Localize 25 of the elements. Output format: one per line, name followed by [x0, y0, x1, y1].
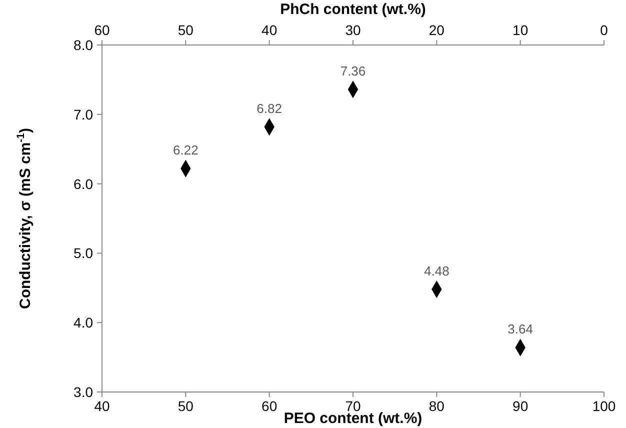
x-tick-label: 50	[178, 398, 194, 414]
x2-tick-label: 0	[600, 22, 608, 38]
x2-tick-label: 40	[262, 22, 278, 38]
x-tick-label: 40	[94, 398, 110, 414]
x2-tick-label: 60	[94, 22, 110, 38]
y-tick-label: 6.0	[74, 176, 94, 192]
y-tick-label: 7.0	[74, 106, 94, 122]
data-label: 6.82	[256, 100, 282, 116]
x2-tick-label: 10	[512, 22, 528, 38]
x2-tick-label: 30	[345, 22, 361, 38]
data-label: 6.22	[173, 142, 198, 158]
y-tick-label: 5.0	[74, 245, 94, 262]
y-tick-label: 8.0	[74, 37, 94, 53]
data-label: 4.48	[424, 263, 450, 278]
x2-tick-label: 20	[428, 22, 445, 38]
data-label: 7.36	[340, 63, 366, 78]
data-label: 3.64	[508, 322, 533, 337]
x-tick-label: 80	[428, 398, 445, 414]
y-tick-label: 4.0	[74, 314, 94, 331]
x2-axis-title: PhCh content (wt.%)	[280, 1, 426, 18]
y-tick-label: 3.0	[74, 384, 94, 400]
x-tick-label: 60	[262, 398, 278, 414]
x-tick-label: 100	[592, 398, 616, 414]
x-tick-label: 90	[512, 398, 528, 414]
x2-tick-label: 50	[178, 22, 194, 38]
